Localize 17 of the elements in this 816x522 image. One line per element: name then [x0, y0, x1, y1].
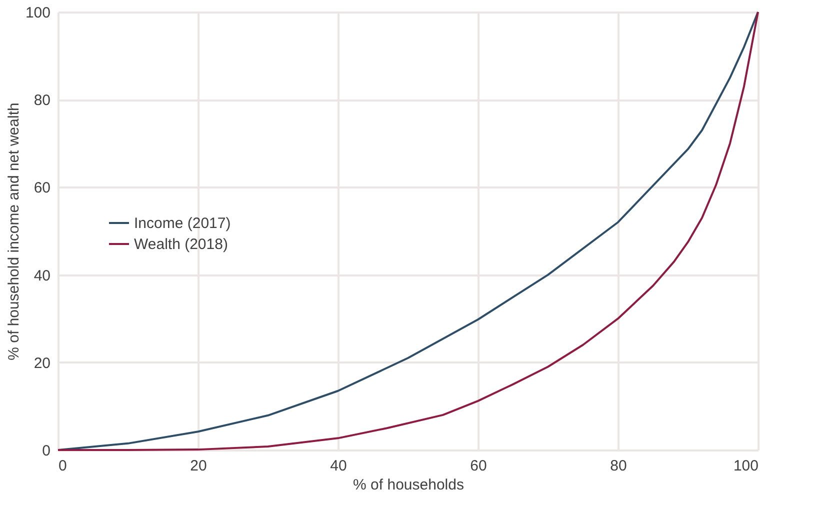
legend-label: Income (2017) — [134, 215, 231, 232]
line-series — [57, 11, 759, 451]
x-tick-label: 60 — [470, 458, 487, 474]
x-axis-title: % of households — [353, 476, 464, 494]
y-tick-label: 100 — [25, 4, 50, 22]
y-tick-label: 20 — [34, 354, 50, 372]
y-tick-label: 80 — [34, 92, 50, 110]
x-tick-label: 100 — [733, 458, 758, 474]
y-tick-label: 40 — [34, 267, 50, 284]
y-tick-label: 60 — [34, 180, 50, 197]
x-tick-label: 0 — [58, 458, 67, 474]
x-tick-label: 40 — [330, 458, 347, 474]
y-axis-title: % of household income and net wealth — [5, 102, 22, 360]
x-tick-label: 80 — [610, 458, 627, 474]
legend-label: Wealth (2018) — [134, 236, 228, 253]
y-tick-label: 0 — [42, 442, 50, 460]
x-tick-label: 20 — [190, 458, 207, 474]
